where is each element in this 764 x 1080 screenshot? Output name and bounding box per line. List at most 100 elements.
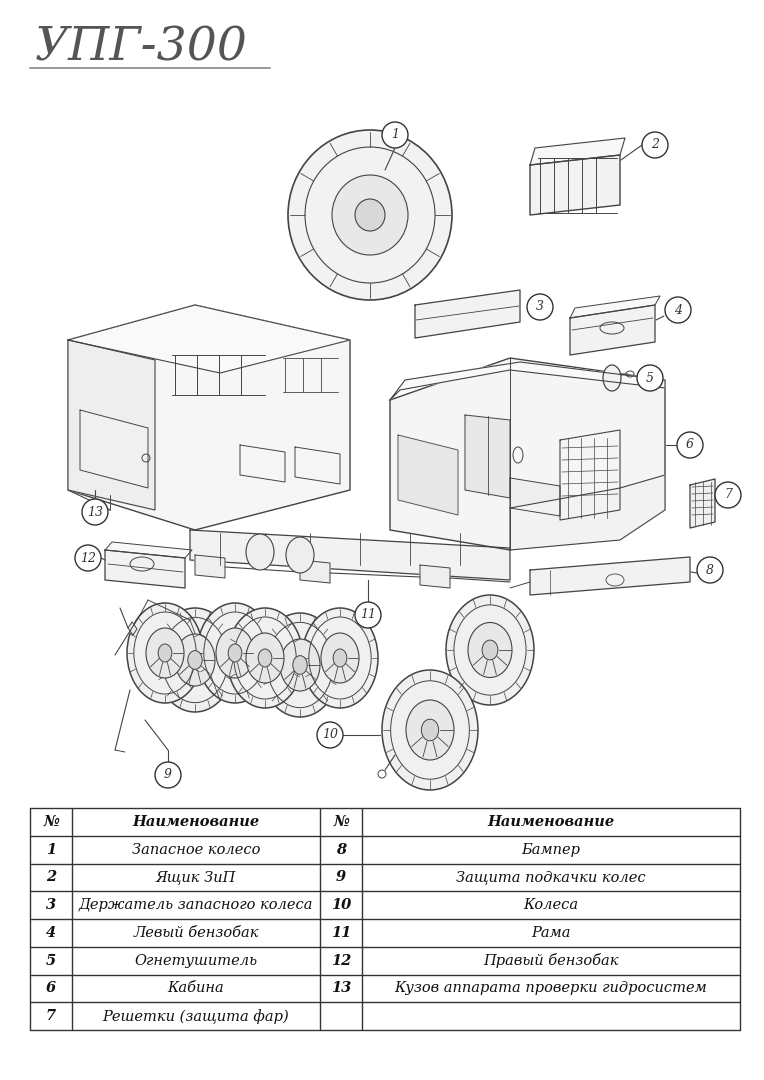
Polygon shape <box>128 622 137 635</box>
Polygon shape <box>390 357 665 550</box>
Text: 11: 11 <box>360 608 376 621</box>
Text: Кабина: Кабина <box>167 982 225 996</box>
Text: 3: 3 <box>536 300 544 313</box>
Text: Правый бензобак: Правый бензобак <box>484 954 619 968</box>
Text: 13: 13 <box>87 505 103 518</box>
Text: Левый бензобак: Левый бензобак <box>133 926 259 940</box>
Circle shape <box>82 499 108 525</box>
Text: Защита подкачки колес: Защита подкачки колес <box>456 870 646 885</box>
Circle shape <box>637 365 663 391</box>
Ellipse shape <box>246 534 274 570</box>
Text: 6: 6 <box>686 438 694 451</box>
Ellipse shape <box>382 670 478 789</box>
Polygon shape <box>68 305 350 530</box>
Polygon shape <box>570 305 655 355</box>
Polygon shape <box>415 291 520 338</box>
Text: 13: 13 <box>331 982 351 996</box>
Polygon shape <box>690 480 715 528</box>
Ellipse shape <box>406 700 454 760</box>
Ellipse shape <box>603 365 621 391</box>
Text: Ящик ЗиП: Ящик ЗиП <box>156 870 236 885</box>
Ellipse shape <box>127 603 203 703</box>
Ellipse shape <box>422 719 439 741</box>
Text: 9: 9 <box>336 870 346 885</box>
Ellipse shape <box>228 644 242 662</box>
Ellipse shape <box>197 603 273 703</box>
Text: 10: 10 <box>322 729 338 742</box>
Text: 2: 2 <box>46 870 56 885</box>
Text: Запасное колесо: Запасное колесо <box>132 842 261 856</box>
Ellipse shape <box>227 608 303 708</box>
Text: Бампер: Бампер <box>522 842 581 856</box>
Ellipse shape <box>246 633 284 683</box>
Ellipse shape <box>482 640 498 660</box>
Polygon shape <box>80 410 148 488</box>
Circle shape <box>317 723 343 748</box>
Text: 1: 1 <box>391 129 399 141</box>
Circle shape <box>382 122 408 148</box>
Text: 5: 5 <box>646 372 654 384</box>
Ellipse shape <box>158 644 172 662</box>
Text: 2: 2 <box>651 138 659 151</box>
Circle shape <box>75 545 101 571</box>
Text: 3: 3 <box>46 899 56 913</box>
Ellipse shape <box>288 130 452 300</box>
Text: 10: 10 <box>331 899 351 913</box>
Polygon shape <box>570 296 660 318</box>
Circle shape <box>715 482 741 508</box>
Circle shape <box>642 132 668 158</box>
Text: УПГ-300: УПГ-300 <box>35 25 248 70</box>
Ellipse shape <box>446 595 534 705</box>
Polygon shape <box>510 478 560 516</box>
Ellipse shape <box>155 608 235 712</box>
Text: 8: 8 <box>706 564 714 577</box>
Polygon shape <box>510 475 665 550</box>
Circle shape <box>665 297 691 323</box>
Text: 6: 6 <box>46 982 56 996</box>
Ellipse shape <box>175 634 215 686</box>
Ellipse shape <box>146 627 184 678</box>
Polygon shape <box>68 305 350 373</box>
Text: Держатель запасного колеса: Держатель запасного колеса <box>79 899 313 913</box>
Ellipse shape <box>258 649 272 667</box>
Polygon shape <box>190 530 510 580</box>
Text: 5: 5 <box>46 954 56 968</box>
Text: Кузов аппарата проверки гидросистем: Кузов аппарата проверки гидросистем <box>395 982 707 996</box>
Circle shape <box>355 602 381 627</box>
Polygon shape <box>465 415 510 498</box>
Text: 1: 1 <box>46 842 56 856</box>
Circle shape <box>155 762 181 788</box>
Text: Огнетушитель: Огнетушитель <box>134 954 257 968</box>
Text: Решетки (защита фар): Решетки (защита фар) <box>102 1009 290 1024</box>
Text: 7: 7 <box>46 1009 56 1023</box>
Text: Рама: Рама <box>531 926 571 940</box>
Ellipse shape <box>293 656 307 674</box>
Text: 7: 7 <box>724 488 732 501</box>
Ellipse shape <box>302 608 378 708</box>
Polygon shape <box>105 550 185 588</box>
Polygon shape <box>390 362 665 400</box>
Text: 4: 4 <box>674 303 682 316</box>
Text: Колеса: Колеса <box>523 899 578 913</box>
Polygon shape <box>530 557 690 595</box>
Ellipse shape <box>188 650 202 670</box>
Text: 12: 12 <box>331 954 351 968</box>
Text: №: № <box>43 815 59 828</box>
Circle shape <box>527 294 553 320</box>
Text: 4: 4 <box>46 926 56 940</box>
Ellipse shape <box>333 649 347 667</box>
Ellipse shape <box>321 633 359 683</box>
Polygon shape <box>300 561 330 583</box>
Polygon shape <box>68 340 155 510</box>
Text: Наименование: Наименование <box>487 815 614 828</box>
Circle shape <box>677 432 703 458</box>
Circle shape <box>697 557 723 583</box>
Polygon shape <box>105 542 192 558</box>
Ellipse shape <box>260 613 340 717</box>
Text: Наименование: Наименование <box>132 815 260 828</box>
Polygon shape <box>195 555 225 578</box>
Ellipse shape <box>216 627 254 678</box>
Text: 11: 11 <box>331 926 351 940</box>
Ellipse shape <box>332 175 408 255</box>
Text: №: № <box>333 815 349 828</box>
